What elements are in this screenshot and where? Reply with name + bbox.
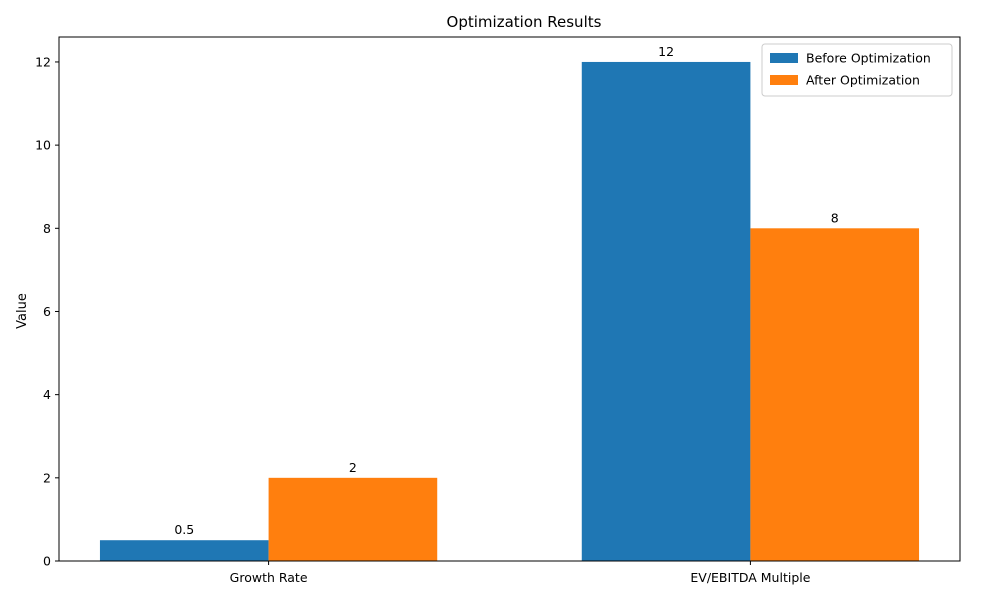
legend-swatch bbox=[770, 75, 798, 85]
legend: Before Optimization After Optimization bbox=[761, 43, 953, 97]
x-axis: Growth Rate EV/EBITDA Multiple bbox=[230, 561, 811, 585]
x-tick-label: Growth Rate bbox=[230, 570, 308, 585]
x-tick-label: EV/EBITDA Multiple bbox=[690, 570, 810, 585]
bar bbox=[750, 228, 920, 562]
legend-entry: After Optimization bbox=[806, 73, 920, 88]
bar bbox=[268, 477, 438, 561]
chart-title: Optimization Results bbox=[447, 13, 602, 31]
y-tick-label: 4 bbox=[43, 387, 51, 402]
data-label: 8 bbox=[831, 210, 839, 225]
y-axis: 0 2 4 6 8 10 12 bbox=[35, 54, 59, 569]
y-tick-label: 10 bbox=[35, 138, 51, 153]
legend-swatch bbox=[770, 53, 798, 63]
data-label: 12 bbox=[658, 44, 674, 59]
bar bbox=[99, 540, 269, 561]
y-tick-label: 2 bbox=[43, 470, 51, 485]
plot-frame bbox=[58, 36, 961, 562]
y-tick-label: 12 bbox=[35, 54, 51, 69]
data-label: 2 bbox=[349, 460, 357, 475]
bars-layer bbox=[99, 61, 920, 562]
legend-entry: Before Optimization bbox=[806, 51, 931, 66]
data-labels-layer: 0.5 12 2 8 bbox=[174, 44, 838, 537]
legend-box bbox=[761, 43, 953, 97]
y-tick-label: 8 bbox=[43, 221, 51, 236]
data-label: 0.5 bbox=[174, 522, 194, 537]
y-tick-label: 0 bbox=[43, 554, 51, 569]
y-tick-label: 6 bbox=[43, 304, 51, 319]
y-axis-label: Value bbox=[15, 293, 30, 329]
bar bbox=[581, 61, 751, 561]
